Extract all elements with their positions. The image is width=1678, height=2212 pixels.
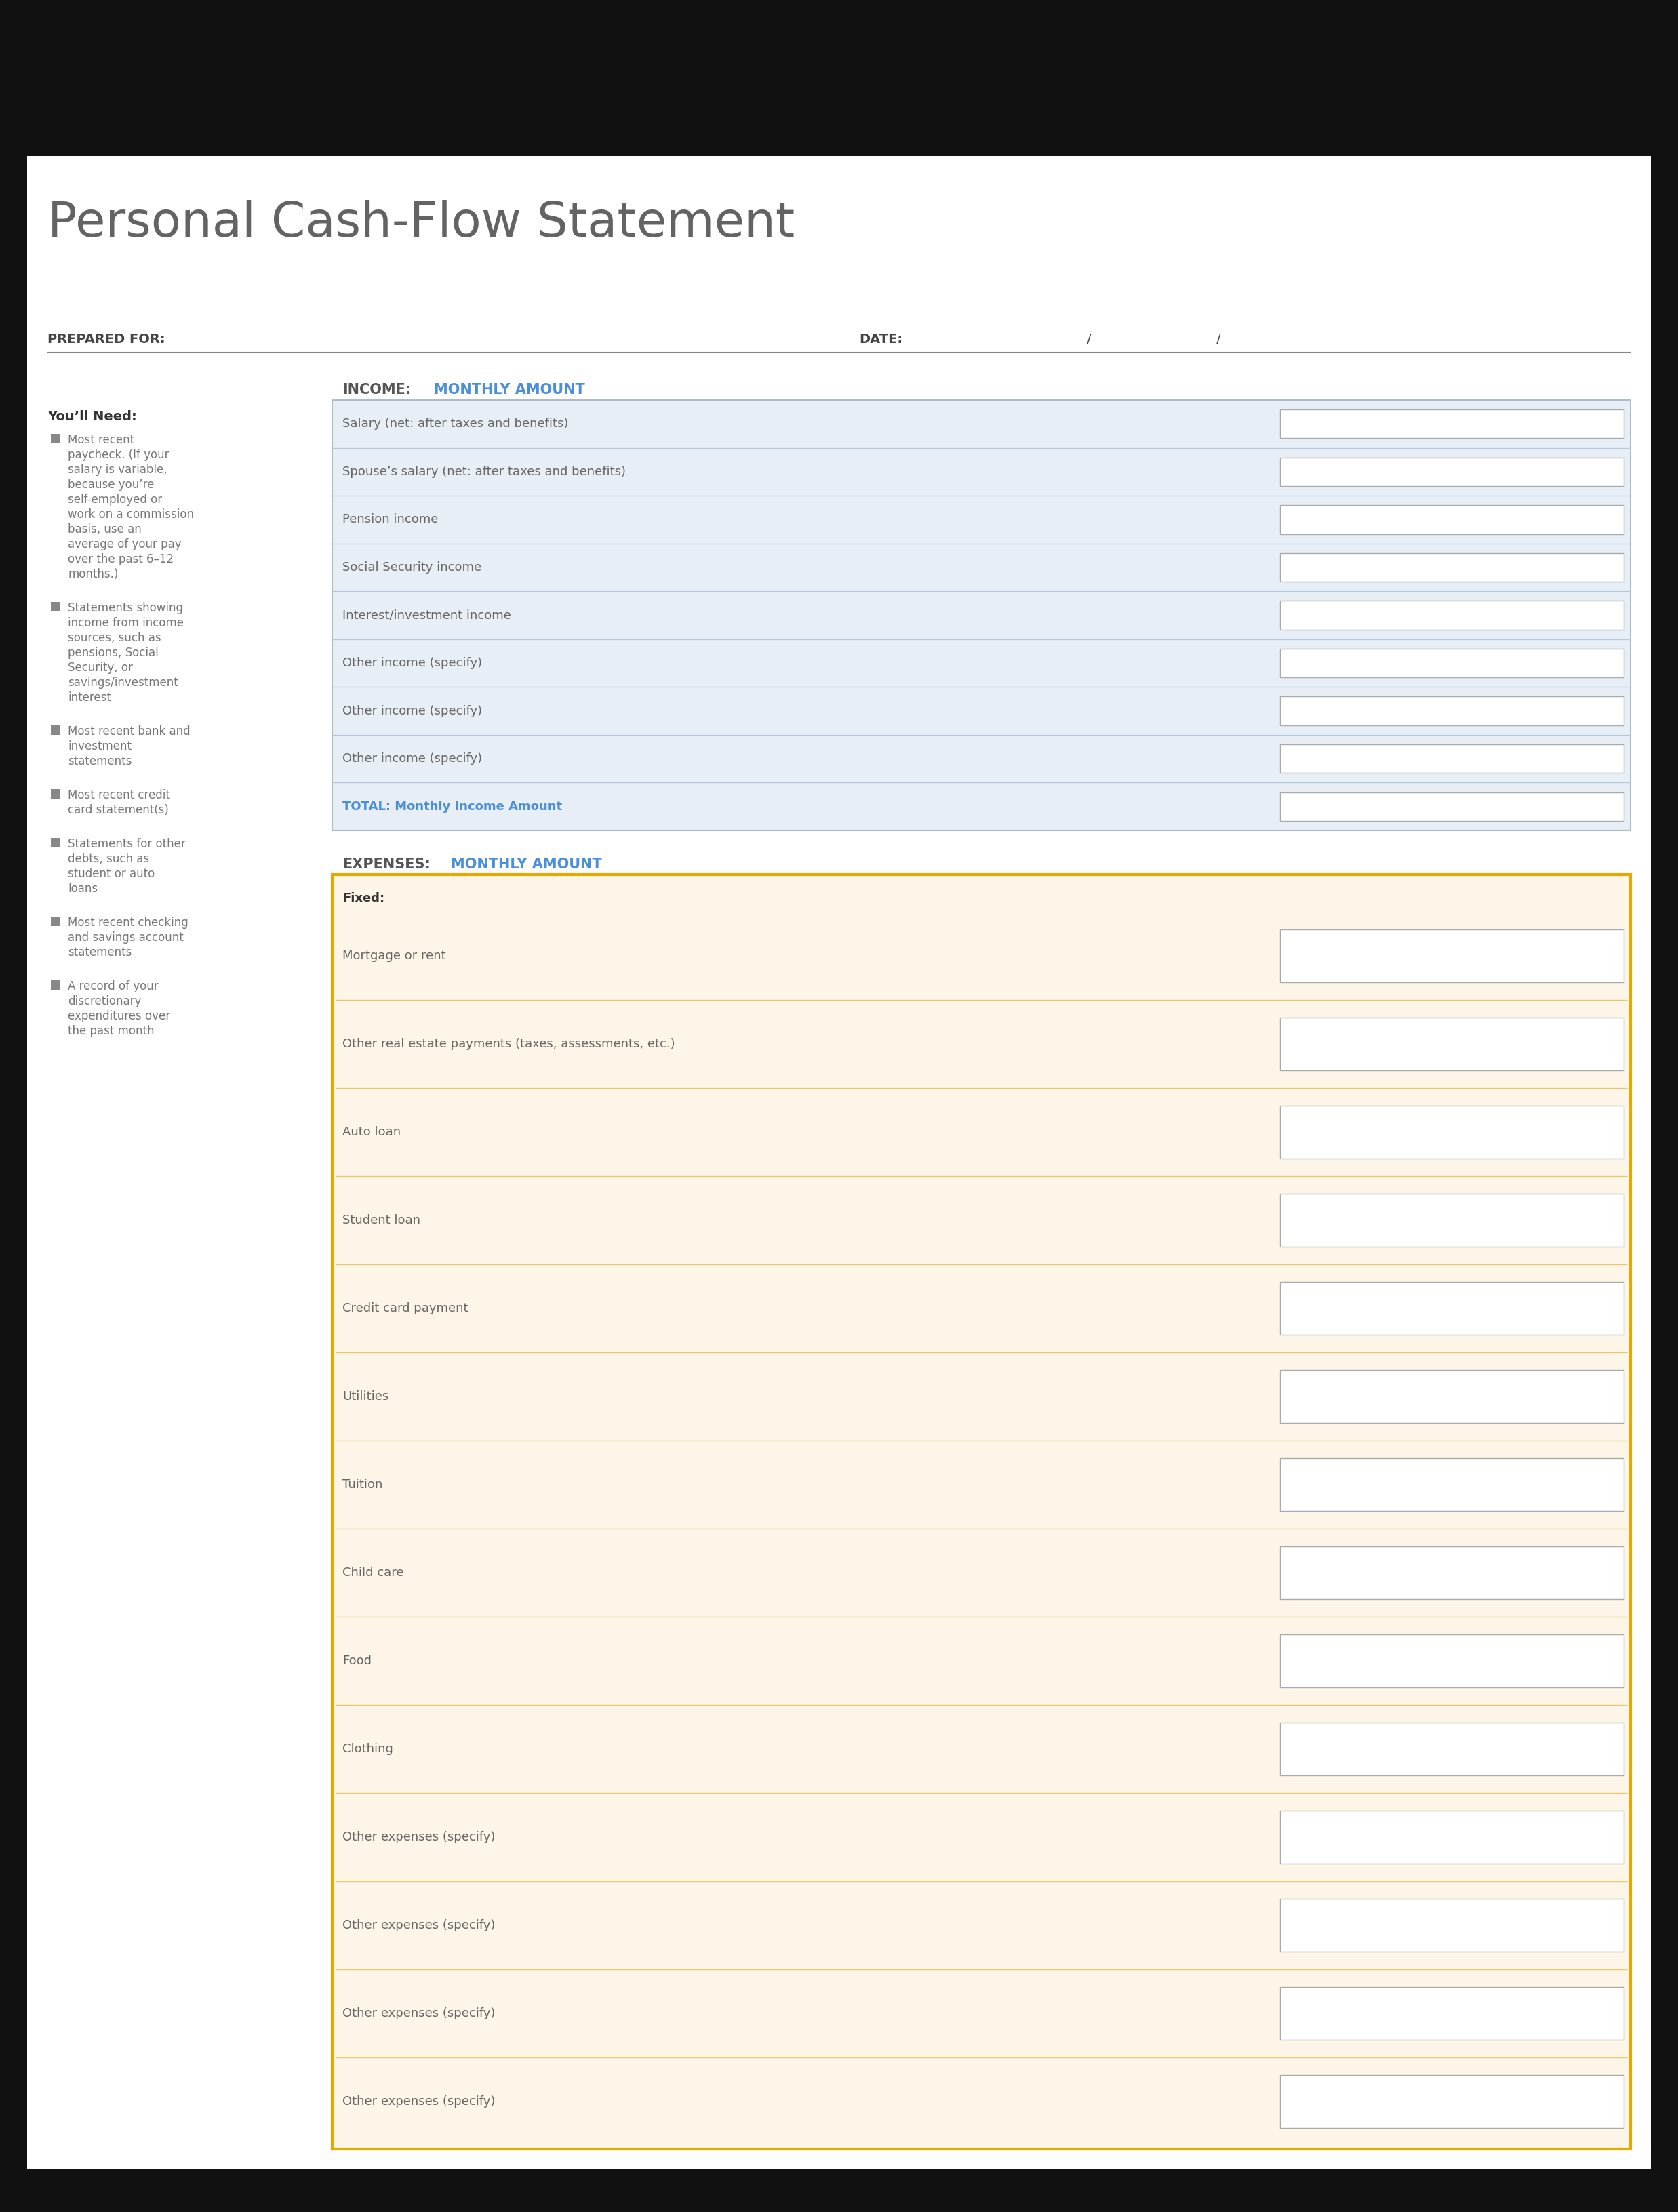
Text: A record of your: A record of your bbox=[67, 980, 158, 993]
Text: Tuition: Tuition bbox=[342, 1478, 383, 1491]
Text: Utilities: Utilities bbox=[342, 1391, 389, 1402]
Text: Other income (specify): Other income (specify) bbox=[342, 752, 482, 765]
Text: average of your pay: average of your pay bbox=[67, 538, 181, 551]
Text: Most recent checking: Most recent checking bbox=[67, 916, 188, 929]
Text: statements: statements bbox=[67, 947, 133, 958]
Text: DATE:: DATE: bbox=[859, 332, 903, 345]
Text: MONTHLY AMOUNT: MONTHLY AMOUNT bbox=[451, 858, 602, 872]
Bar bbox=[50, 726, 60, 734]
Text: card statement(s): card statement(s) bbox=[67, 803, 169, 816]
Text: months.): months.) bbox=[67, 568, 117, 580]
Text: Other real estate payments (taxes, assessments, etc.): Other real estate payments (taxes, asses… bbox=[342, 1037, 675, 1051]
Text: Other expenses (specify): Other expenses (specify) bbox=[342, 1920, 495, 1931]
Text: Pension income: Pension income bbox=[342, 513, 438, 526]
Text: because you’re: because you’re bbox=[67, 478, 154, 491]
Text: investment: investment bbox=[67, 741, 131, 752]
Text: /: / bbox=[1217, 332, 1222, 345]
Text: Social Security income: Social Security income bbox=[342, 562, 482, 573]
Bar bbox=[1280, 1194, 1624, 1248]
Text: Most recent credit: Most recent credit bbox=[67, 790, 169, 801]
Text: Personal Cash-Flow Statement: Personal Cash-Flow Statement bbox=[47, 201, 795, 248]
Bar bbox=[1280, 648, 1624, 677]
Text: savings/investment: savings/investment bbox=[67, 677, 178, 688]
Text: Food: Food bbox=[342, 1655, 371, 1668]
Text: and savings account: and savings account bbox=[67, 931, 183, 945]
Text: pensions, Social: pensions, Social bbox=[67, 646, 158, 659]
Bar bbox=[1280, 745, 1624, 772]
Text: You’ll Need:: You’ll Need: bbox=[47, 409, 138, 422]
Bar bbox=[50, 838, 60, 847]
Text: Interest/investment income: Interest/investment income bbox=[342, 608, 512, 622]
Bar bbox=[1280, 1283, 1624, 1334]
Text: student or auto: student or auto bbox=[67, 867, 154, 880]
Bar bbox=[1280, 1018, 1624, 1071]
Bar bbox=[50, 790, 60, 799]
Text: Security, or: Security, or bbox=[67, 661, 133, 675]
Text: Clothing: Clothing bbox=[342, 1743, 393, 1754]
Bar bbox=[1280, 1723, 1624, 1776]
Bar bbox=[1280, 602, 1624, 630]
Text: discretionary: discretionary bbox=[67, 995, 141, 1006]
Text: sources, such as: sources, such as bbox=[67, 633, 161, 644]
Text: /: / bbox=[1087, 332, 1091, 345]
Text: Most recent bank and: Most recent bank and bbox=[67, 726, 190, 737]
Bar bbox=[1280, 1986, 1624, 2039]
Bar bbox=[50, 434, 60, 442]
Bar bbox=[1280, 1546, 1624, 1599]
Text: income from income: income from income bbox=[67, 617, 183, 628]
Bar bbox=[1280, 1106, 1624, 1159]
Text: MONTHLY AMOUNT: MONTHLY AMOUNT bbox=[435, 383, 586, 396]
Text: over the past 6–12: over the past 6–12 bbox=[67, 553, 173, 566]
Bar bbox=[50, 980, 60, 989]
Text: Other expenses (specify): Other expenses (specify) bbox=[342, 1832, 495, 1843]
Text: EXPENSES:: EXPENSES: bbox=[342, 858, 431, 872]
Bar bbox=[1280, 1898, 1624, 1951]
Text: salary is variable,: salary is variable, bbox=[67, 465, 168, 476]
Bar bbox=[1280, 1812, 1624, 1863]
Text: interest: interest bbox=[67, 692, 111, 703]
Text: statements: statements bbox=[67, 754, 133, 768]
Text: Child care: Child care bbox=[342, 1566, 404, 1579]
Text: Student loan: Student loan bbox=[342, 1214, 421, 1225]
Text: the past month: the past month bbox=[67, 1024, 154, 1037]
Bar bbox=[1280, 929, 1624, 982]
Text: Other expenses (specify): Other expenses (specify) bbox=[342, 2006, 495, 2020]
Bar bbox=[1280, 458, 1624, 487]
Text: PREPARED FOR:: PREPARED FOR: bbox=[47, 332, 164, 345]
Text: Other income (specify): Other income (specify) bbox=[342, 657, 482, 668]
Text: expenditures over: expenditures over bbox=[67, 1011, 169, 1022]
Text: self-employed or: self-employed or bbox=[67, 493, 163, 507]
Text: INCOME:: INCOME: bbox=[342, 383, 411, 396]
Text: work on a commission: work on a commission bbox=[67, 509, 195, 520]
Text: Other income (specify): Other income (specify) bbox=[342, 706, 482, 717]
Text: Mortgage or rent: Mortgage or rent bbox=[342, 949, 446, 962]
Bar bbox=[332, 874, 1631, 2148]
Text: loans: loans bbox=[67, 883, 97, 896]
Text: debts, such as: debts, such as bbox=[67, 854, 149, 865]
Bar bbox=[1280, 1458, 1624, 1511]
Bar bbox=[50, 916, 60, 927]
Text: Auto loan: Auto loan bbox=[342, 1126, 401, 1139]
Bar bbox=[1280, 409, 1624, 438]
Bar bbox=[50, 602, 60, 611]
Text: Spouse’s salary (net: after taxes and benefits): Spouse’s salary (net: after taxes and be… bbox=[342, 465, 626, 478]
Bar bbox=[1280, 504, 1624, 533]
Text: Credit card payment: Credit card payment bbox=[342, 1303, 468, 1314]
Text: Fixed:: Fixed: bbox=[342, 891, 384, 905]
Bar bbox=[1280, 1635, 1624, 1688]
Text: Salary (net: after taxes and benefits): Salary (net: after taxes and benefits) bbox=[342, 418, 569, 429]
Text: Most recent: Most recent bbox=[67, 434, 134, 447]
Text: Other expenses (specify): Other expenses (specify) bbox=[342, 2095, 495, 2108]
Text: Statements showing: Statements showing bbox=[67, 602, 183, 615]
Bar bbox=[1280, 792, 1624, 821]
Text: Statements for other: Statements for other bbox=[67, 838, 186, 849]
Bar bbox=[332, 400, 1631, 830]
Bar bbox=[1280, 697, 1624, 726]
Text: basis, use an: basis, use an bbox=[67, 524, 141, 535]
Bar bbox=[1280, 1369, 1624, 1422]
Text: TOTAL: Monthly Income Amount: TOTAL: Monthly Income Amount bbox=[342, 801, 562, 812]
Bar bbox=[1280, 2075, 1624, 2128]
Bar bbox=[1280, 553, 1624, 582]
Text: paycheck. (If your: paycheck. (If your bbox=[67, 449, 169, 460]
